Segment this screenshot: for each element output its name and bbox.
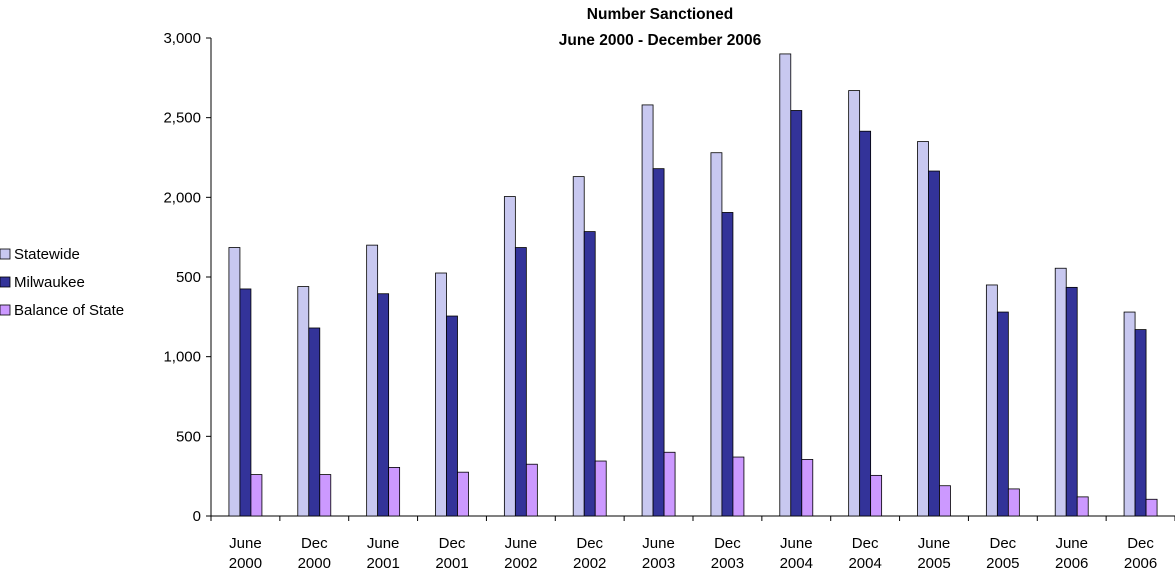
bar-balance-of-state [250, 474, 263, 517]
y-tick-label: 3,000 [163, 30, 201, 47]
y-tick-label: 500 [176, 428, 201, 445]
y-tick-label: 2,000 [163, 189, 201, 206]
chart-subtitle: June 2000 - December 2006 [559, 32, 762, 49]
bar-milwaukee [308, 327, 321, 517]
x-tick-label: Dec [576, 535, 603, 552]
x-tick-label: June [367, 535, 400, 552]
legend-swatch [0, 276, 11, 288]
bar-statewide [228, 247, 241, 517]
bar-balance-of-state [663, 451, 676, 517]
x-tick-label: June [780, 535, 813, 552]
x-tick-label: Dec [1127, 535, 1154, 552]
x-tick-label: 2006 [1055, 555, 1088, 572]
x-tick-label: June [1055, 535, 1088, 552]
x-tick-label: 2002 [573, 555, 606, 572]
x-tick-label: 2000 [298, 555, 331, 572]
bar-milwaukee [583, 231, 596, 517]
bar-balance-of-state [801, 459, 814, 517]
x-tick-label: 2000 [229, 555, 262, 572]
x-tick-label: 2003 [642, 555, 675, 572]
bar-milwaukee [790, 110, 803, 517]
bar-balance-of-state [939, 485, 951, 517]
chart-title: Number Sanctioned [587, 6, 733, 23]
legend: Statewide Milwaukee Balance of State [0, 246, 124, 319]
bar-balance-of-state [870, 474, 883, 517]
x-tick-label: 2001 [366, 555, 399, 572]
legend-label: Balance of State [14, 302, 124, 319]
y-tick-label: 1,000 [163, 349, 201, 366]
x-tick-label: 2003 [711, 555, 744, 572]
x-tick-label: 2004 [780, 555, 813, 572]
x-tick-label: 2006 [1124, 555, 1157, 572]
bar-milwaukee [1134, 329, 1147, 517]
bar-statewide [1123, 311, 1136, 517]
x-tick-label: June [505, 535, 538, 552]
bar-milwaukee [928, 170, 940, 517]
legend-label: Milwaukee [14, 274, 85, 291]
y-tick-label: 500 [176, 269, 201, 286]
bar-milwaukee [1065, 286, 1078, 517]
bar-milwaukee [377, 293, 390, 517]
x-tick-label: June [642, 535, 675, 552]
x-tick-label: Dec [852, 535, 879, 552]
bar-milwaukee [239, 288, 252, 517]
bar-balance-of-state [388, 467, 401, 517]
x-tick-label: Dec [439, 535, 466, 552]
bar-milwaukee [446, 315, 458, 517]
x-tick-label: 2005 [986, 555, 1019, 572]
bar-statewide [641, 104, 654, 517]
x-tick-label: 2005 [917, 555, 950, 572]
bar-balance-of-state [732, 456, 745, 517]
bar-statewide [779, 53, 792, 517]
legend-label: Statewide [14, 246, 80, 263]
bar-balance-of-state [1145, 498, 1158, 517]
y-tick-label: 2,500 [163, 110, 201, 127]
bar-statewide [297, 286, 310, 517]
x-tick-label: June [918, 535, 951, 552]
bar-statewide [435, 272, 447, 517]
bar-balance-of-state [594, 460, 607, 517]
bar-statewide [366, 244, 379, 517]
bar-balance-of-state [1076, 496, 1089, 517]
bar-balance-of-state [319, 474, 332, 517]
bar-statewide [985, 284, 998, 517]
bar-milwaukee [859, 130, 872, 517]
y-tick-label: 0 [193, 508, 201, 525]
bar-statewide [710, 152, 723, 517]
plot-area: 0 500 1,000 500 2,000 2,500 3,000 June 2000 Dec 20… [163, 30, 1175, 572]
x-tick-label: Dec [301, 535, 328, 552]
bar-balance-of-state [457, 471, 469, 517]
bar-milwaukee [996, 311, 1009, 517]
bar-balance-of-state [1007, 488, 1020, 517]
x-tick-label: Dec [990, 535, 1017, 552]
bar-statewide [572, 176, 585, 517]
x-tick-label: Dec [714, 535, 741, 552]
x-tick-label: 2004 [848, 555, 881, 572]
bar-milwaukee [721, 212, 734, 517]
x-tick-label: 2002 [504, 555, 537, 572]
legend-swatch [0, 304, 11, 316]
bar-statewide [1054, 267, 1067, 517]
x-tick-label: 2001 [435, 555, 468, 572]
bar-milwaukee [652, 168, 665, 517]
bar-balance-of-state [525, 463, 538, 517]
legend-swatch [0, 248, 11, 260]
bar-statewide [917, 141, 929, 517]
bar-milwaukee [514, 247, 527, 517]
x-tick-label: June [229, 535, 262, 552]
bar-statewide [848, 90, 861, 517]
bar-statewide [503, 196, 516, 517]
